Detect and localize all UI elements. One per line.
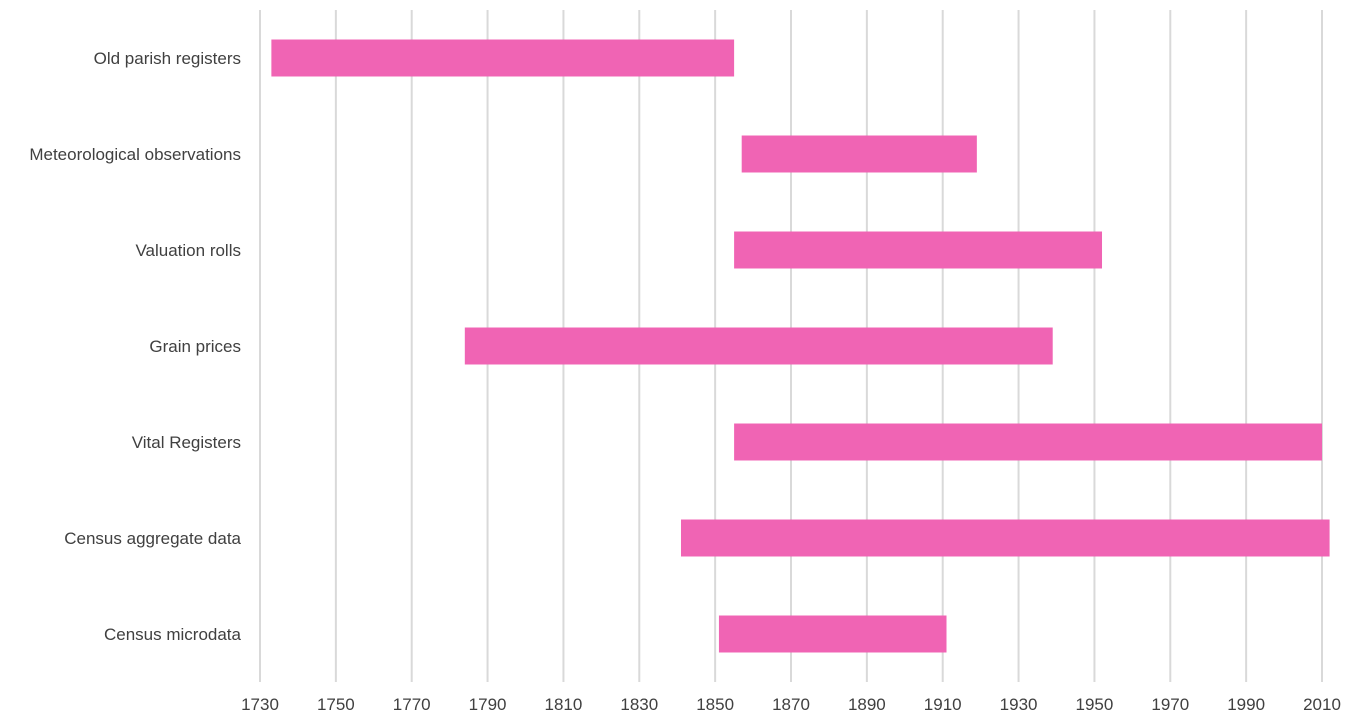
category-label: Census microdata [104,625,242,644]
x-tick-label: 1730 [241,695,279,714]
category-label: Old parish registers [94,49,241,68]
range-bar [718,615,947,653]
x-tick-label: 1990 [1227,695,1265,714]
category-label: Vital Registers [132,433,241,452]
category-label: Grain prices [149,337,241,356]
x-tick-label: 1930 [1000,695,1038,714]
category-label: Census aggregate data [64,529,241,548]
x-tick-label: 1910 [924,695,962,714]
x-tick-label: 1950 [1076,695,1114,714]
x-tick-label: 1850 [696,695,734,714]
x-tick-label: 1750 [317,695,355,714]
range-bar [741,135,977,173]
x-axis-tick-labels: 1730 1750 1770 1790 1810 1830 1850 1870 1890 1910… [241,695,1341,714]
bars [271,39,1330,653]
x-tick-label: 1790 [469,695,507,714]
range-bar [271,39,735,77]
x-tick-label: 1830 [620,695,658,714]
range-bar [734,231,1103,269]
category-label: Valuation rolls [135,241,241,260]
range-bar [681,519,1330,557]
range-bar [734,423,1322,461]
x-tick-label: 2010 [1303,695,1341,714]
category-label: Meteorological observations [29,145,241,164]
x-tick-label: 1970 [1151,695,1189,714]
x-tick-label: 1770 [393,695,431,714]
category-labels: Old parish registers Meteorological obser… [29,49,241,644]
x-tick-label: 1890 [848,695,886,714]
x-tick-label: 1870 [772,695,810,714]
range-bar [464,327,1053,365]
x-tick-label: 1810 [545,695,583,714]
